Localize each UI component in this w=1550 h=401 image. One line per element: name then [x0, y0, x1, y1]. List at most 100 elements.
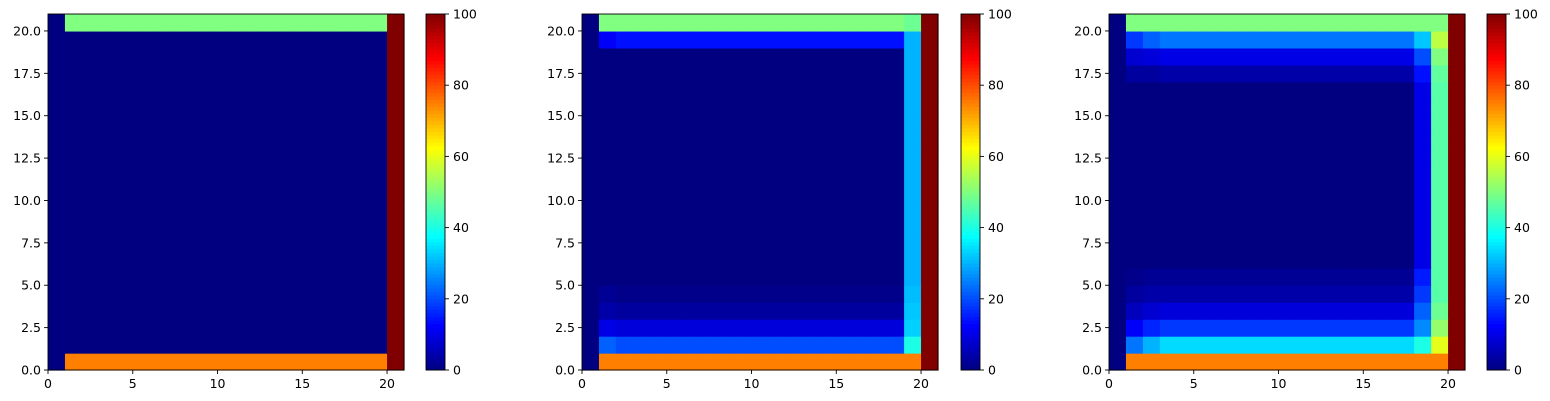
heatmap-cell: [819, 251, 837, 269]
heatmap-cell: [268, 234, 286, 252]
colorbar-segment: [961, 234, 980, 239]
heatmap-cell: [1278, 166, 1297, 185]
heatmap-cell: [1397, 353, 1415, 371]
heatmap-cell: [649, 132, 668, 151]
heatmap-cell: [887, 166, 905, 185]
colorbar-segment: [1487, 74, 1506, 79]
heatmap-cell: [64, 149, 83, 168]
colorbar-segment: [961, 359, 980, 364]
colorbar-segment: [1487, 31, 1506, 36]
heatmap-cell: [1109, 251, 1127, 269]
heatmap-cell: [582, 183, 600, 202]
heatmap-cell: [836, 183, 854, 202]
heatmap-cell: [683, 200, 702, 219]
heatmap-cell: [251, 336, 269, 354]
heatmap-cell: [132, 217, 151, 235]
heatmap-cell: [234, 132, 253, 151]
heatmap-cell: [64, 47, 83, 66]
heatmap-cell: [115, 14, 134, 32]
heatmap-cell: [632, 285, 651, 303]
heatmap-cell: [1109, 149, 1127, 168]
heatmap-cell: [1329, 319, 1347, 337]
heatmap-cell: [1448, 166, 1466, 185]
heatmap-cell: [683, 166, 702, 185]
heatmap-cell: [1380, 115, 1398, 134]
heatmap-cell: [649, 183, 668, 202]
heatmap-cell: [1329, 302, 1347, 320]
heatmap-cell: [785, 98, 803, 117]
colorbar-segment: [426, 88, 445, 93]
heatmap-cell: [1142, 251, 1161, 269]
colorbar-segment: [426, 174, 445, 179]
colorbar-segment: [1487, 117, 1506, 122]
y-tick-label: 10.0: [1074, 193, 1102, 208]
heatmap-cell: [1431, 183, 1449, 202]
heatmap-cell: [870, 30, 888, 49]
colorbar-segment: [426, 138, 445, 143]
heatmap-cell: [768, 115, 787, 134]
heatmap-cell: [683, 183, 702, 202]
colorbar-segment: [426, 337, 445, 343]
heatmap-cell: [132, 234, 151, 252]
heatmap-cell: [183, 98, 202, 117]
heatmap-cell: [1414, 98, 1432, 117]
heatmap-cell: [751, 166, 770, 185]
heatmap-cell: [1278, 149, 1297, 168]
x-tick-label: 0: [1105, 376, 1113, 391]
heatmap-cell: [217, 302, 236, 320]
colorbar-segment: [1487, 156, 1506, 161]
heatmap-cell: [268, 14, 286, 32]
heatmap-cell: [319, 234, 337, 252]
colorbar-segment: [961, 245, 980, 250]
heatmap-cell: [1244, 285, 1263, 303]
heatmap-cell: [887, 14, 905, 32]
heatmap-cell: [115, 336, 134, 354]
heatmap-cell: [1278, 30, 1297, 49]
heatmap-cell: [649, 149, 668, 168]
colorbar-segment: [1487, 252, 1506, 257]
heatmap-cell: [1312, 336, 1330, 354]
heatmap-cell: [1125, 268, 1144, 286]
y-tick-label: 17.5: [1074, 66, 1102, 81]
heatmap-cell: [387, 285, 405, 303]
colorbar-segment: [426, 352, 445, 357]
heatmap-cell: [353, 268, 371, 286]
heatmap-cell: [319, 285, 337, 303]
heatmap-cell: [1125, 132, 1144, 151]
colorbar-segment: [426, 216, 445, 221]
heatmap-cell: [1159, 336, 1178, 354]
heatmap-cell: [836, 353, 854, 371]
heatmap-cell: [615, 268, 634, 286]
heatmap-cell: [683, 336, 702, 354]
heatmap-cell: [1193, 336, 1212, 354]
heatmap-cell: [285, 200, 303, 219]
colorbar-segment: [426, 295, 445, 300]
heatmap-cell: [683, 149, 702, 168]
heatmap-cell: [768, 98, 787, 117]
heatmap-cell: [1397, 47, 1415, 66]
heatmap-cell: [1109, 64, 1127, 83]
heatmap-cell: [1329, 132, 1347, 151]
heatmap-cell: [1312, 217, 1330, 235]
heatmap-cell: [98, 217, 117, 235]
heatmap-cell: [887, 47, 905, 66]
heatmap-cell: [683, 353, 702, 371]
colorbar-segment: [1487, 70, 1506, 76]
heatmap-cell: [734, 251, 753, 269]
heatmap-cell: [1414, 81, 1432, 100]
heatmap-cell: [921, 319, 939, 337]
heatmap-cell: [582, 319, 600, 337]
heatmap-cell: [751, 200, 770, 219]
heatmap-cell: [785, 285, 803, 303]
heatmap-cell: [98, 353, 117, 371]
heatmap-cell: [149, 234, 168, 252]
colorbar-segment: [1487, 337, 1506, 343]
heatmap-cell: [1176, 183, 1195, 202]
heatmap-cell: [1159, 64, 1178, 83]
heatmap-cell: [1295, 268, 1314, 286]
colorbar-segment: [1487, 92, 1506, 97]
heatmap-cell: [1125, 217, 1144, 235]
heatmap-cell: [921, 234, 939, 252]
heatmap-cell: [717, 64, 736, 83]
colorbar-tick-label: 60: [988, 149, 1004, 164]
